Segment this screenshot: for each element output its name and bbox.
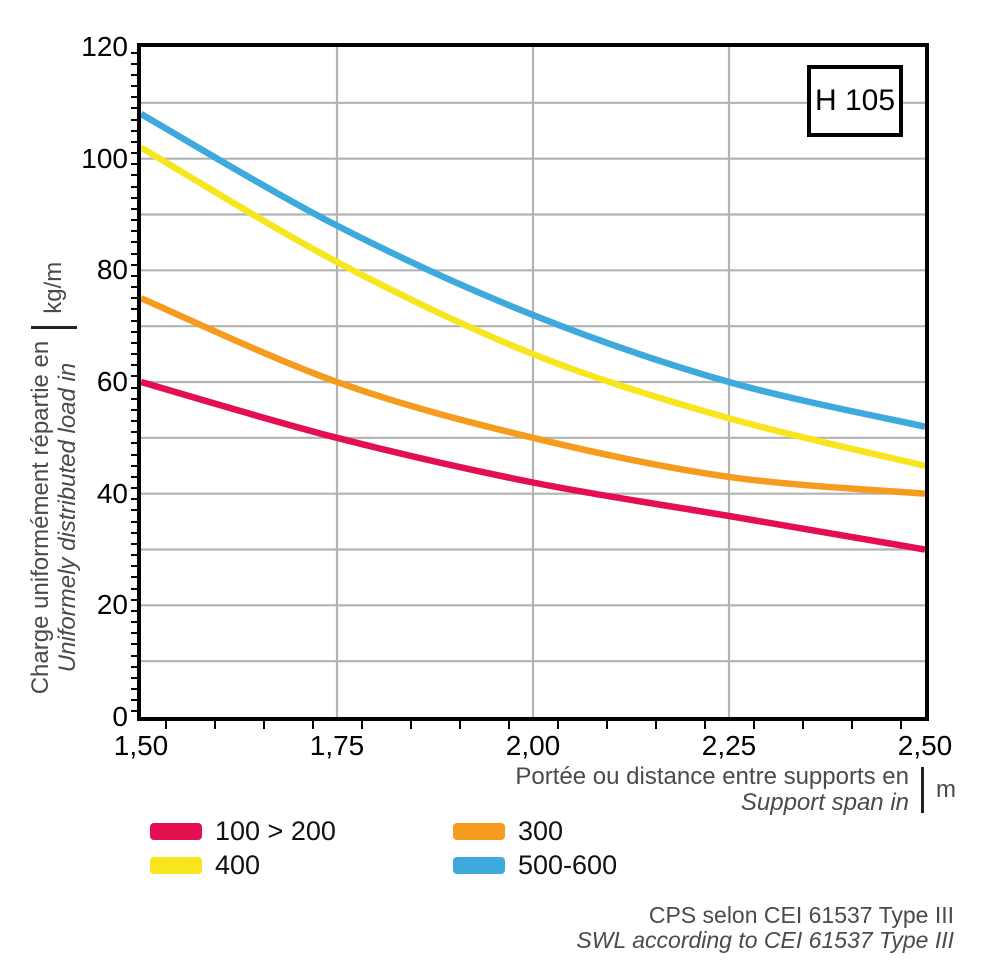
x-tick-label: 2,25: [701, 730, 757, 761]
curve-300: [141, 295, 925, 497]
legend-label: 100 > 200: [215, 816, 336, 846]
curve-100>200: [141, 378, 925, 553]
legend-item: 500-600: [453, 850, 617, 880]
legend-label: 400: [215, 850, 261, 880]
y-tick-label: 120: [81, 31, 128, 62]
legend-item: 100 > 200: [150, 816, 336, 846]
x-axis-title-text: Portée ou distance entre supports en Sup…: [515, 764, 909, 816]
legend-swatch: [150, 856, 202, 874]
x-unit-separator: [921, 767, 924, 813]
x-axis-minor-tick: [556, 721, 559, 729]
x-axis-title: Portée ou distance entre supports en Sup…: [515, 764, 956, 816]
x-axis-title-en: Support span in: [740, 789, 909, 816]
x-axis-minor-tick: [213, 721, 216, 729]
y-tick-label: 100: [81, 142, 128, 174]
curve-500-600: [141, 111, 925, 430]
x-axis-minor-tick: [752, 721, 755, 729]
series-code-box: H 105: [807, 65, 903, 137]
y-axis-title-fr: Charge uniformément répartie en: [27, 340, 54, 695]
x-axis-minor-tick: [605, 721, 608, 729]
y-axis-unit: kg/m: [40, 261, 67, 314]
y-axis-title-text: Charge uniformément répartie en Uniforme…: [27, 341, 81, 695]
x-axis-minor-tick: [703, 721, 706, 729]
legend-item: 400: [150, 850, 260, 880]
footer-line-en: SWL according to CEI 61537 Type III: [576, 927, 954, 953]
x-axis-minor-tick: [850, 721, 853, 729]
curve-400: [141, 144, 925, 469]
legend-label: 300: [518, 816, 564, 846]
x-tick-label: 1,50: [113, 730, 169, 761]
x-axis-minor-tick: [654, 721, 657, 729]
x-axis-minor-tick: [360, 721, 363, 729]
x-axis-title-fr: Portée ou distance entre supports en: [515, 763, 909, 790]
x-axis-minor-tick: [164, 721, 167, 729]
x-axis-minor-tick: [899, 721, 902, 729]
x-axis-minor-tick: [801, 721, 804, 729]
footer-line-fr: CPS selon CEI 61537 Type III: [648, 902, 954, 928]
x-axis-unit: m: [936, 776, 956, 803]
legend-swatch: [150, 822, 202, 840]
x-axis-minor-tick: [311, 721, 314, 729]
legend-swatch: [453, 822, 505, 840]
y-axis-title: Charge uniformément répartie en Uniforme…: [9, 243, 99, 713]
plot-area: H 105: [137, 43, 929, 721]
series-code-label: H 105: [814, 84, 896, 117]
x-tick-label: 1,75: [309, 730, 365, 761]
legend-label: 500-600: [518, 850, 618, 880]
legend-swatch: [453, 856, 505, 874]
x-axis-minor-tick: [262, 721, 265, 729]
legend-item: 300: [453, 816, 563, 846]
y-unit-separator: [31, 325, 77, 329]
x-tick-label: 2,00: [505, 730, 561, 761]
plot-svg: [141, 47, 925, 717]
y-axis-title-en: Uniformely distributed load in: [54, 362, 81, 673]
x-tick-label: 2,50: [897, 730, 953, 761]
x-axis-minor-tick: [507, 721, 510, 729]
x-axis-minor-tick: [409, 721, 412, 729]
footer-note: CPS selon CEI 61537 Type III SWL accordi…: [576, 903, 954, 953]
x-axis-minor-tick: [458, 721, 461, 729]
